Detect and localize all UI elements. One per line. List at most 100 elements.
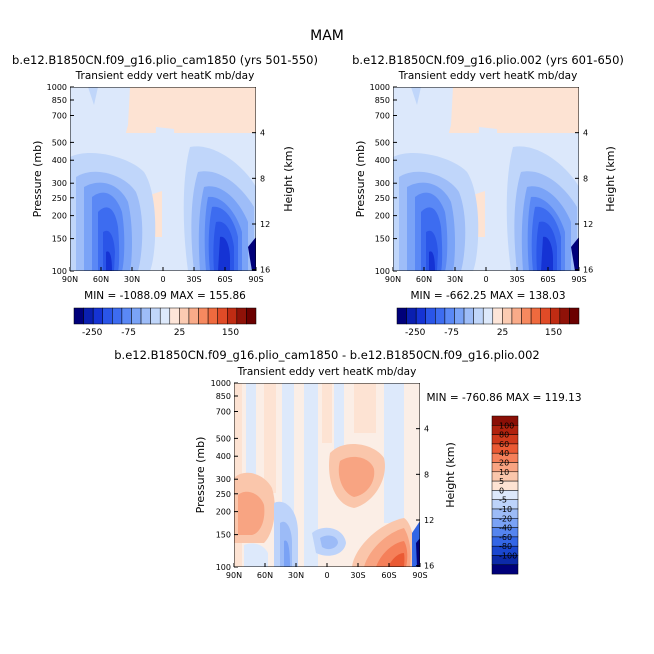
- colorbar-swatch: [444, 307, 455, 325]
- colorbar-swatch: [112, 307, 123, 325]
- p-tick-label: 400: [52, 156, 67, 165]
- colorbar-label: 150: [545, 328, 562, 338]
- p-tick-label: 500: [52, 138, 67, 147]
- lat-tick-label: 30S: [350, 571, 365, 580]
- km-tick-label: 4: [260, 129, 265, 138]
- km-tick-label: 8: [583, 174, 588, 183]
- lat-tick-label: 0: [483, 275, 488, 284]
- panel-1-heatmap: [70, 87, 256, 271]
- p-tick-label: 200: [216, 508, 231, 517]
- panel-3-heatmap: [234, 383, 420, 567]
- colorbar-swatch: [435, 307, 446, 325]
- colorbar-swatch: [521, 307, 532, 325]
- colorbar-swatch: [179, 307, 190, 325]
- figure-title: MAM: [310, 28, 344, 44]
- colorbar-swatch: [473, 307, 484, 325]
- panel-2-run-title: b.e12.B1850CN.f09_g16.plio.002 (yrs 601-…: [352, 53, 624, 67]
- p-tick-label: 100: [52, 267, 67, 276]
- colorbar-label: 25: [497, 328, 508, 338]
- panel-2-ylabel-left: Pressure (mb): [354, 141, 367, 218]
- colorbar-label: 60: [499, 440, 509, 449]
- colorbar-swatch: [415, 307, 426, 325]
- colorbar-swatch: [540, 307, 551, 325]
- colorbar-swatch: [502, 307, 513, 325]
- colorbar-panel-2: -250 -75 25 150: [396, 307, 580, 338]
- colorbar-swatch: [550, 307, 561, 325]
- lat-tick-label: 30S: [186, 275, 201, 284]
- p-tick-label: 700: [216, 408, 231, 417]
- colorbar-swatch: [227, 307, 238, 325]
- km-tick-label: 4: [583, 129, 588, 138]
- p-tick-label: 850: [216, 392, 231, 401]
- km-tick-label: 16: [260, 266, 270, 275]
- km-tick-label: 16: [583, 266, 593, 275]
- p-tick-label: 300: [375, 179, 390, 188]
- p-tick-label: 150: [52, 235, 67, 244]
- lat-tick-label: 90S: [412, 571, 427, 580]
- p-tick-label: 100: [375, 267, 390, 276]
- p-tick-label: 200: [375, 212, 390, 221]
- colorbar-swatch: [198, 307, 209, 325]
- p-tick-label: 850: [375, 96, 390, 105]
- lat-tick-label: 90N: [226, 571, 242, 580]
- lat-tick-label: 30N: [124, 275, 140, 284]
- lat-tick-label: 90S: [248, 275, 263, 284]
- p-tick-label: 300: [216, 475, 231, 484]
- colorbar-swatch: [169, 307, 180, 325]
- p-tick-label: 250: [375, 194, 390, 203]
- colorbar-swatch: [159, 307, 171, 325]
- colorbar-label: 10: [499, 468, 509, 477]
- panel-1-stats: MIN = -1088.09 MAX = 155.86: [84, 290, 246, 302]
- colorbar-label: -75: [444, 328, 459, 338]
- panel-3-run-title: b.e12.B1850CN.f09_g16.plio_cam1850 - b.e…: [114, 348, 539, 362]
- lat-tick-label: 0: [324, 571, 329, 580]
- panel-1: b.e12.B1850CN.f09_g16.plio_cam1850 (yrs …: [12, 53, 318, 302]
- colorbar-swatch: [559, 307, 570, 325]
- colorbar-swatch: [492, 307, 503, 325]
- colorbar-swatch: [236, 307, 247, 325]
- colorbar-label: -5: [499, 496, 507, 505]
- colorbar-label: 40: [499, 449, 509, 458]
- panel-1-run-title: b.e12.B1850CN.f09_g16.plio_cam1850 (yrs …: [12, 53, 318, 67]
- p-tick-label: 150: [375, 235, 390, 244]
- km-tick-label: 12: [260, 220, 270, 229]
- km-tick-label: 8: [260, 174, 265, 183]
- colorbar-swatch: [121, 307, 132, 325]
- colorbar-label: 0: [499, 486, 504, 495]
- colorbar-swatch: [188, 307, 199, 325]
- colorbar-swatch: [246, 307, 257, 325]
- p-tick-label: 200: [52, 212, 67, 221]
- p-tick-label: 300: [52, 179, 67, 188]
- km-tick-label: 12: [583, 220, 593, 229]
- p-tick-label: 1000: [370, 83, 390, 92]
- colorbar-label: -75: [121, 328, 136, 338]
- colorbar-swatch: [150, 307, 161, 325]
- p-tick-label: 400: [375, 156, 390, 165]
- colorbar-label: -80: [499, 542, 512, 551]
- p-tick-label: 500: [216, 434, 231, 443]
- panel-1-subtitle: Transient eddy vert heatK mb/day: [75, 70, 255, 82]
- km-tick-label: 4: [424, 425, 429, 434]
- colorbar-swatch: [569, 307, 580, 325]
- p-tick-label: 400: [216, 452, 231, 461]
- colorbar-swatch: [131, 307, 142, 325]
- colorbar-swatch: [463, 307, 474, 325]
- panel-2-ylabel-right: Height (km): [604, 146, 617, 212]
- p-tick-label: 250: [52, 194, 67, 203]
- colorbar-swatch: [425, 307, 436, 325]
- p-tick-label: 1000: [211, 379, 231, 388]
- panel-3-ylabel-right: Height (km): [444, 442, 457, 508]
- p-tick-label: 1000: [47, 83, 67, 92]
- panel-3-subtitle: Transient eddy vert heatK mb/day: [237, 366, 417, 378]
- p-tick-label: 700: [375, 112, 390, 121]
- panel-3-stats: MIN = -760.86 MAX = 119.13: [427, 392, 582, 404]
- colorbar-swatch: [454, 307, 465, 325]
- lat-tick-label: 30N: [447, 275, 463, 284]
- colorbar-label: -20: [499, 514, 512, 523]
- colorbar-swatch: [482, 307, 494, 325]
- colorbar-swatch: [207, 307, 218, 325]
- panel-2-stats: MIN = -662.25 MAX = 138.03: [411, 290, 566, 302]
- lat-tick-label: 60S: [540, 275, 555, 284]
- colorbar-swatch: [396, 307, 407, 325]
